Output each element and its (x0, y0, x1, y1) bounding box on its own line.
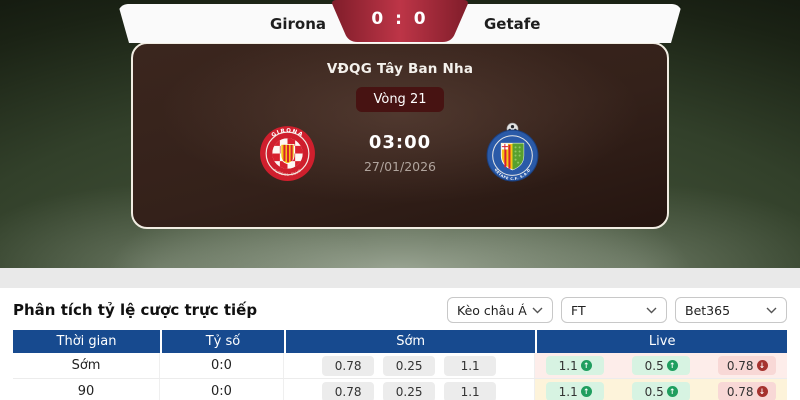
trend-up-icon: ↑ (666, 386, 678, 397)
home-team-name: Girona (270, 14, 326, 33)
live-odd-value: 0.78 ↓ (718, 356, 777, 375)
filter-odds-type-select[interactable]: Kèo châu Á (447, 297, 553, 323)
early-odd-value: 0.25 (383, 381, 436, 400)
chevron-down-icon (646, 307, 657, 313)
kickoff-date: 27/01/2026 (363, 158, 437, 174)
early-odd-value: 0.78 (322, 355, 375, 376)
trend-down-icon: ↓ (756, 386, 768, 397)
live-odd-value: 0.5 ↑ (632, 382, 691, 400)
header-score: Tỷ số (160, 330, 284, 353)
filters-group: Kèo châu Á FT Bet365 (447, 297, 787, 323)
header-early: Sớm (283, 330, 536, 353)
score-badge-shape (332, 0, 468, 42)
analysis-header: Phân tích tỷ lệ cược trực tiếp Kèo châu … (13, 296, 787, 324)
filter-bookmaker-select[interactable]: Bet365 (675, 297, 787, 323)
chevron-down-icon (766, 307, 777, 313)
live-odds-cell: 1.1 ↑ 0.5 ↑ 0.78 ↓ (535, 353, 787, 378)
section-divider (0, 268, 800, 288)
live-odd-value: 1.1 ↑ (546, 356, 605, 375)
row-score: 0:0 (160, 353, 284, 378)
girona-crest-icon: GIRONA FUTBOL CLUB (260, 126, 315, 181)
trend-up-icon: ↑ (580, 360, 592, 371)
away-team-name: Getafe (484, 14, 541, 33)
girona-crest-top-text: GIRONA (271, 128, 304, 139)
live-odd-value: 0.78 ↓ (718, 382, 777, 400)
getafe-crest-icon: GETAFE C.F. S.A.D (486, 122, 539, 182)
league-name: VĐQG Tây Ban Nha (326, 61, 474, 77)
odds-row-90: 90 0:0 0.78 0.25 1.1 1.1 ↑ 0.5 ↑ 0.78 ↓ (13, 379, 787, 400)
score-value: 0 : 0 (371, 9, 429, 29)
header-time: Thời gian (56, 334, 117, 349)
live-odd-value: 1.1 ↑ (546, 382, 605, 400)
header-live: Live (535, 330, 787, 353)
trend-up-icon: ↑ (666, 360, 678, 371)
analysis-title: Phân tích tỷ lệ cược trực tiếp (13, 301, 258, 319)
svg-text:GIRONA: GIRONA (271, 128, 305, 139)
match-card: VĐQG Tây Ban Nha Vòng 21 (131, 42, 669, 229)
match-hero: VĐQG Tây Ban Nha Vòng 21 (0, 0, 800, 268)
odds-table: Thời gian Tỷ số Sớm Live Sớm 0:0 0.78 0.… (13, 330, 787, 400)
filter-bookmaker-value: Bet365 (685, 302, 731, 318)
early-odd-value: 1.1 (444, 381, 497, 400)
trend-down-icon: ↓ (756, 360, 768, 371)
early-odd-value: 1.1 (444, 355, 497, 376)
odds-row-early: Sớm 0:0 0.78 0.25 1.1 1.1 ↑ 0.5 ↑ 0.78 ↓ (13, 353, 787, 379)
row-time: Sớm (13, 353, 161, 378)
score-badge: 0 : 0 (329, 0, 471, 42)
live-odds-cell: 1.1 ↑ 0.5 ↑ 0.78 ↓ (535, 379, 787, 400)
early-odds-cell: 0.78 0.25 1.1 (284, 353, 536, 378)
live-odd-value: 0.5 ↑ (632, 356, 691, 375)
row-score: 0:0 (160, 379, 284, 400)
odds-analysis-section: Phân tích tỷ lệ cược trực tiếp Kèo châu … (0, 288, 800, 400)
early-odds-cell: 0.78 0.25 1.1 (284, 379, 536, 400)
filter-period-select[interactable]: FT (561, 297, 667, 323)
filter-period-value: FT (571, 302, 586, 318)
kickoff-block: 03:00 27/01/2026 (344, 132, 456, 174)
row-time: 90 (13, 379, 161, 400)
odds-table-header: Thời gian Tỷ số Sớm Live (13, 330, 787, 353)
early-odd-value: 0.25 (383, 355, 436, 376)
early-odd-value: 0.78 (322, 381, 375, 400)
round-badge: Vòng 21 (356, 87, 444, 112)
trend-up-icon: ↑ (580, 386, 592, 397)
filter-odds-type-value: Kèo châu Á (457, 302, 527, 318)
kickoff-time: 03:00 (368, 131, 432, 153)
teams-row: GIRONA FUTBOL CLUB 03:00 27/01/2026 (133, 122, 667, 183)
chevron-down-icon (532, 307, 543, 313)
